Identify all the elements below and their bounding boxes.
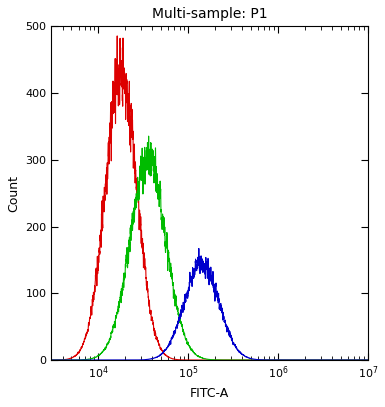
Title: Multi-sample: P1: Multi-sample: P1 [152, 7, 268, 21]
X-axis label: FITC-A: FITC-A [190, 387, 229, 400]
Y-axis label: Count: Count [7, 175, 20, 212]
